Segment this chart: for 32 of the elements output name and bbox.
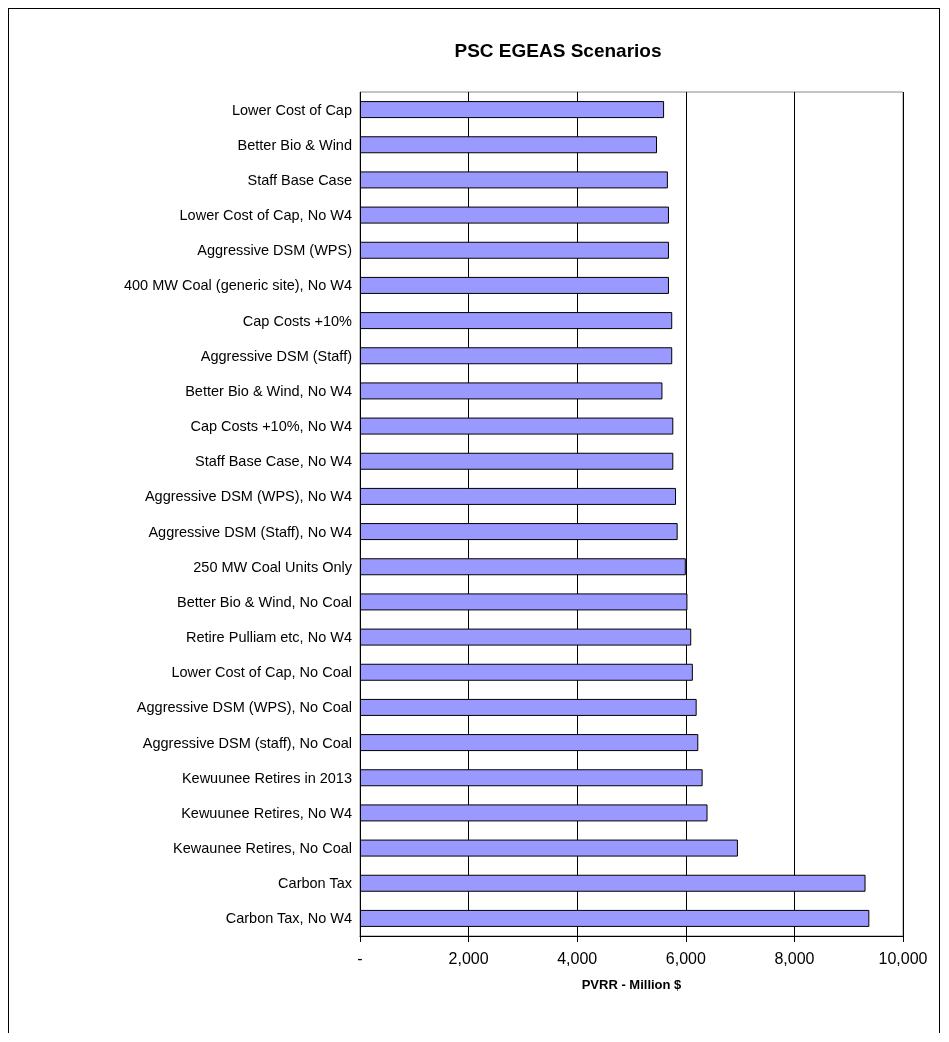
y-tick-label: Kewuunee Retires in 2013 [181, 769, 352, 786]
y-tick-label: Aggressive DSM (WPS), No Coal [136, 699, 352, 716]
y-tick-label: Aggressive DSM (WPS), No W4 [144, 488, 352, 505]
y-tick-label: Aggressive DSM (WPS) [197, 242, 352, 259]
y-tick-label: 400 MW Coal (generic site), No W4 [123, 277, 352, 294]
y-tick-label: 250 MW Coal Units Only [193, 558, 353, 575]
y-tick-label: Retire Pulliam etc, No W4 [186, 629, 352, 646]
y-tick-label: Better Bio & Wind [237, 136, 352, 153]
x-tick-label: 2,000 [448, 949, 489, 967]
x-tick-label: - [357, 949, 363, 967]
y-tick-label: Staff Base Case [247, 171, 352, 188]
y-tick-label: Aggressive DSM (Staff) [200, 347, 352, 364]
x-tick-label: 10,000 [878, 949, 928, 967]
y-tick-label: Carbon Tax [278, 875, 353, 892]
y-tick-label: Carbon Tax, No W4 [225, 910, 352, 927]
y-tick-label: Aggressive DSM (staff), No Coal [142, 734, 352, 751]
y-tick-label: Better Bio & Wind, No W4 [185, 382, 352, 399]
x-tick-label: 8,000 [774, 949, 815, 967]
y-tick-label: Better Bio & Wind, No Coal [177, 593, 352, 610]
y-tick-label: Lower Cost of Cap [231, 101, 352, 118]
y-tick-label: Aggressive DSM (Staff), No W4 [148, 523, 352, 540]
x-axis-title: PVRR - Million $ [581, 977, 683, 992]
y-tick-label: Kewuunee Retires, No W4 [181, 804, 352, 821]
y-tick-label: Staff Base Case, No W4 [195, 453, 352, 470]
y-tick-label: Lower Cost of Cap, No W4 [179, 207, 352, 224]
y-tick-label: Cap Costs +10% [242, 312, 353, 329]
y-tick-label: Kewaunee Retires, No Coal [173, 840, 352, 857]
x-tick-label: 4,000 [557, 949, 598, 967]
y-tick-label: Cap Costs +10%, No W4 [190, 418, 352, 435]
x-tick-label: 6,000 [665, 949, 706, 967]
y-tick-label: Lower Cost of Cap, No Coal [171, 664, 352, 681]
chart-title: PSC EGEAS Scenarios [454, 40, 662, 61]
